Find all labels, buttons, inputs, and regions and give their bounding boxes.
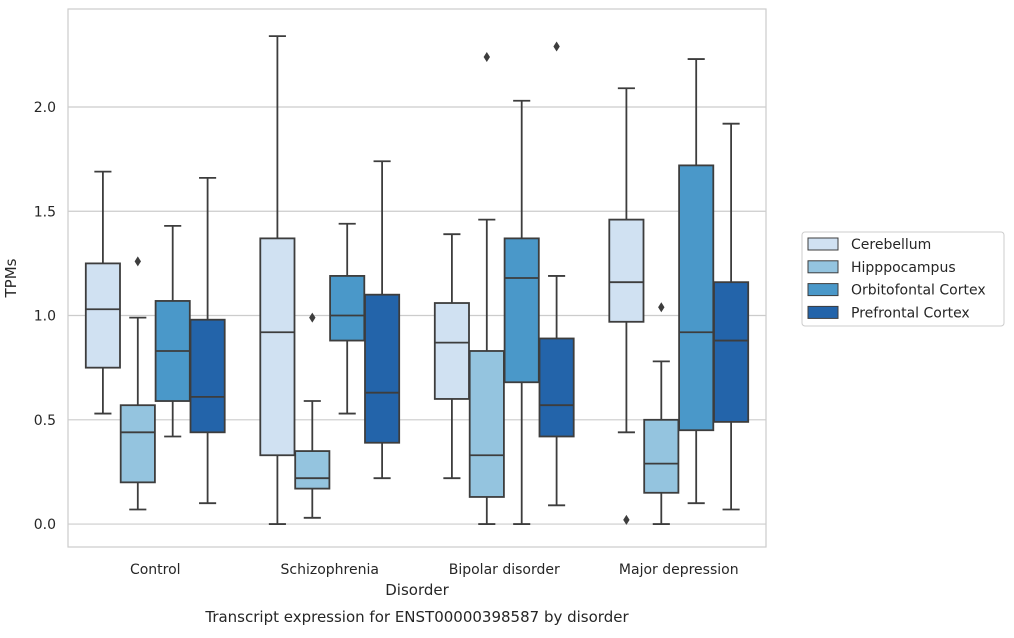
chart-caption: Transcript expression for ENST0000039858… — [204, 608, 629, 626]
box-group — [678, 58, 715, 505]
y-tick-label: 0.0 — [34, 517, 56, 533]
box-group — [259, 35, 296, 525]
box-iqr — [608, 218, 645, 323]
y-axis-label: TPMs — [2, 258, 20, 298]
box-group — [468, 51, 505, 525]
legend-label: Hipppocampus — [851, 260, 956, 276]
outlier-marker — [483, 51, 490, 62]
box-group — [189, 177, 226, 505]
boxes — [84, 35, 750, 525]
box-group — [364, 160, 401, 480]
box-iqr — [433, 302, 470, 400]
legend-swatch — [807, 283, 839, 297]
y-tick-label: 1.5 — [34, 204, 56, 220]
outlier-marker — [623, 514, 630, 525]
x-axis-label: Disorder — [385, 581, 449, 599]
box-iqr — [189, 318, 226, 434]
box-iqr — [503, 237, 540, 384]
box-iqr — [259, 237, 296, 457]
x-axis-ticks: Control Schizophrenia Bipolar disorder Majo… — [130, 562, 739, 578]
box-group — [608, 87, 645, 525]
x-tick-label: Bipolar disorder — [449, 562, 560, 578]
box-iqr — [468, 350, 505, 498]
y-axis-ticks: 0.0 0.5 1.0 1.5 2.0 — [34, 100, 56, 533]
x-tick-label: Control — [130, 562, 181, 578]
box-group — [154, 224, 191, 438]
legend-frame — [801, 231, 1005, 327]
x-tick-label: Major depression — [619, 562, 739, 578]
outlier-marker — [553, 41, 560, 52]
box-group — [84, 170, 121, 415]
box-iqr — [84, 262, 121, 369]
box-iqr — [364, 293, 401, 444]
outlier-marker — [658, 302, 665, 313]
legend-label: Orbitofontal Cortex — [851, 283, 986, 299]
x-tick-label: Schizophrenia — [281, 562, 379, 578]
box-group — [713, 122, 750, 511]
legend-swatch — [807, 260, 839, 274]
outlier-marker — [134, 256, 141, 267]
box-iqr — [538, 337, 575, 438]
legend-label: Cerebellum — [851, 237, 931, 253]
box-group — [329, 222, 366, 415]
legend-swatch — [807, 237, 839, 251]
box-iqr — [678, 164, 715, 432]
box-iqr — [119, 404, 156, 484]
legend: Cerebellum Hipppocampus Orbitofontal Corte… — [801, 231, 1005, 327]
box-iqr — [329, 275, 366, 342]
box-iqr — [294, 450, 331, 490]
y-tick-label: 2.0 — [34, 100, 56, 116]
legend-swatch — [807, 305, 839, 319]
box-group — [538, 41, 575, 507]
box-iqr — [643, 418, 680, 494]
box-group — [119, 256, 156, 511]
box-group — [503, 99, 540, 525]
y-tick-label: 1.0 — [34, 309, 56, 325]
legend-label: Prefrontal Cortex — [851, 305, 970, 321]
box-group — [643, 302, 680, 525]
box-iqr — [713, 281, 750, 423]
box-group — [294, 312, 331, 519]
y-tick-label: 0.5 — [34, 413, 56, 429]
outlier-marker — [309, 312, 316, 323]
